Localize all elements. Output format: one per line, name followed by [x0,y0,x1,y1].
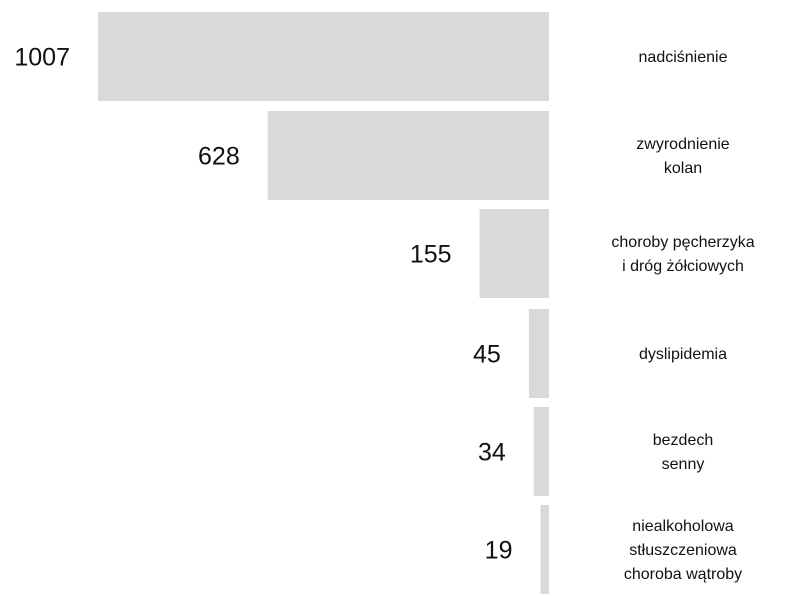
value-label-3: 45 [473,341,501,369]
value-label-5: 19 [485,537,513,565]
bar-2 [479,209,549,298]
bar-3 [528,309,549,398]
value-label-4: 34 [478,439,506,467]
value-label-1: 628 [198,143,240,171]
bar-4 [533,407,549,496]
value-label-2: 155 [410,241,452,269]
bar-5 [540,505,549,594]
category-label-5-line-1: stłuszczeniowa [629,542,737,559]
bar-1 [267,111,549,200]
category-label-4-line-1: senny [662,456,705,473]
category-label-5-line-0: niealkoholowa [632,518,734,535]
category-label-1-line-0: zwyrodnienie [636,136,729,153]
value-label-0: 1007 [14,44,70,72]
bar-0 [98,12,549,101]
category-label-1-line-1: kolan [664,160,702,177]
category-label-2-line-1: i dróg żółciowych [622,258,744,275]
category-label-0-line-0: nadciśnienie [639,49,728,66]
category-label-5-line-2: choroba wątroby [624,566,742,583]
category-label-2-line-0: choroby pęcherzyka [611,234,754,251]
category-label-4-line-0: bezdech [653,432,714,449]
category-label-3-line-0: dyslipidemia [639,346,727,363]
